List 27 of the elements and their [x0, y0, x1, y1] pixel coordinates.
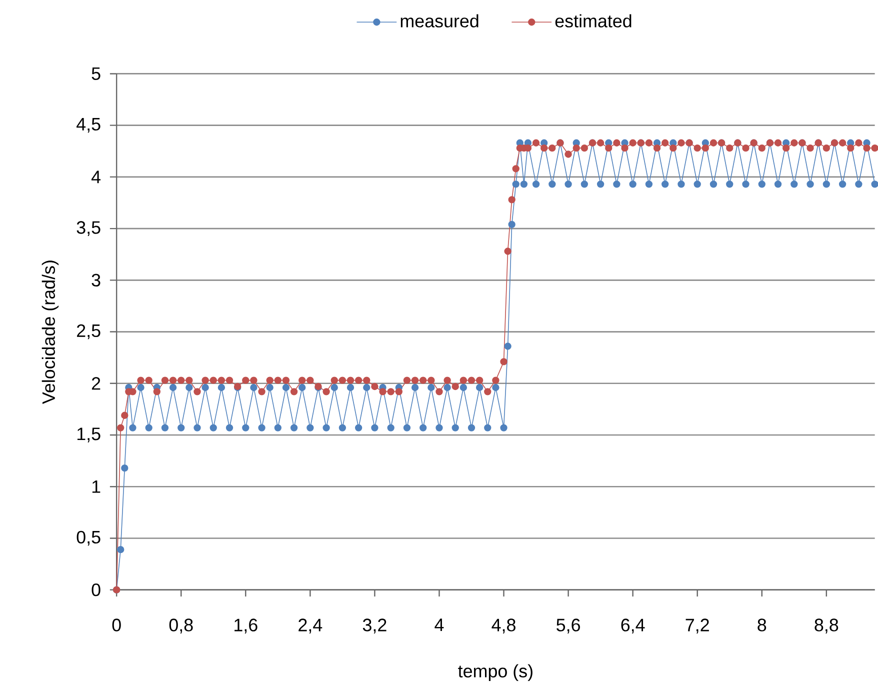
- legend-label: measured: [400, 14, 478, 28]
- y-tick-label: 0: [92, 583, 100, 596]
- y-tick-label: 1,5: [77, 427, 100, 442]
- x-tick-label: 3,2: [362, 618, 386, 634]
- y-tick-label: 3,5: [76, 220, 100, 236]
- x-tick-label: 0,8: [169, 618, 193, 634]
- x-tick-label: 6,4: [621, 618, 645, 634]
- x-tick-label: 2,4: [298, 618, 322, 634]
- y-tick-label: 1: [92, 480, 100, 493]
- y-tick-label: 0,5: [76, 530, 100, 546]
- x-tick-label: 8,8: [814, 618, 838, 634]
- x-tick-label: 4: [434, 618, 444, 631]
- legend-label: estimated: [555, 14, 632, 28]
- x-tick-label: 7,2: [686, 618, 709, 634]
- y-tick-label: 4: [91, 170, 101, 183]
- y-tick-label: 2,5: [77, 324, 100, 339]
- x-tick-label: 0: [112, 618, 121, 632]
- y-axis-title: Velocidade (rad/s): [42, 260, 59, 404]
- y-tick-label: 2: [92, 376, 100, 390]
- y-tick-label: 4,5: [76, 118, 100, 132]
- x-tick-label: 1,6: [234, 618, 258, 634]
- y-tick-label: 3: [92, 274, 100, 286]
- x-axis-title: tempo (s): [458, 664, 532, 681]
- x-tick-label: 8: [758, 618, 766, 632]
- y-tick-label: 5: [92, 67, 100, 80]
- x-tick-label: 5,6: [556, 618, 580, 634]
- x-tick-label: 4,8: [492, 618, 516, 634]
